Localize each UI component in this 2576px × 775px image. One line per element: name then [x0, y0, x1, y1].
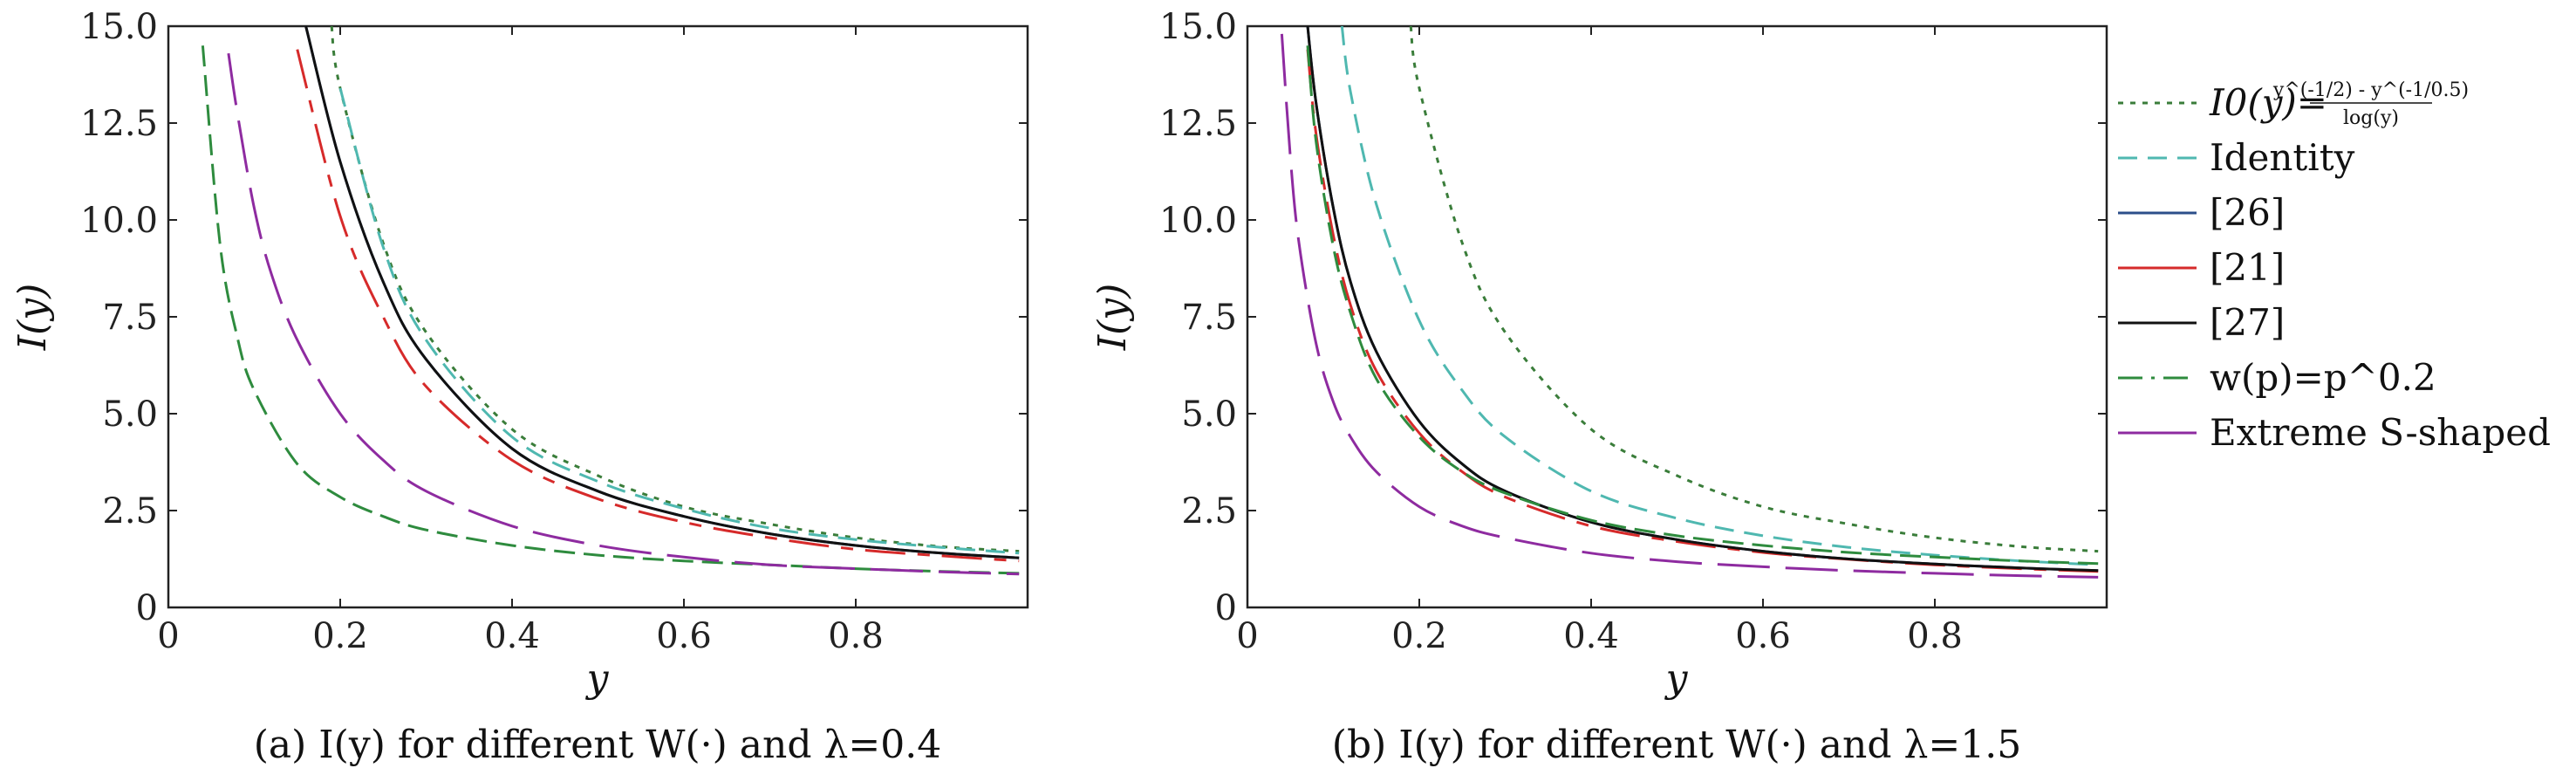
y-tick-label: 7.5	[1181, 298, 1237, 338]
y-tick-label: 12.5	[1159, 104, 1237, 144]
series-line-27-b	[1306, 26, 2099, 573]
y-tick-label: 0	[136, 588, 158, 628]
legend-label: w(p)=p^0.2	[2210, 356, 2436, 399]
series-line-identity-a	[338, 87, 1020, 555]
caption-a: (a) I(y) for different W(·) and λ=0.4	[254, 723, 942, 767]
x-tick-label: 0.2	[312, 616, 368, 656]
series-line-26-a	[304, 26, 1020, 559]
legend-formula-numerator: y^(-1/2) - y^(-1/0.5)	[2272, 79, 2469, 101]
series-line-i0-y-b	[1409, 26, 2099, 553]
series-line-21-a	[296, 49, 1020, 563]
y-tick-label: 10.0	[80, 201, 158, 241]
x-axis-label-a: y	[585, 656, 610, 701]
chart-panel-a: 0 0.2 0.4 0.6 0.8 0 2.5 5.0 7.5 10.0 12.5 15.0 y I(…	[10, 7, 1029, 767]
legend-label: Identity	[2210, 136, 2355, 179]
legend-label: [21]	[2210, 246, 2285, 289]
series-line-26-b	[1306, 26, 2099, 573]
ticks-b: 0 0.2 0.4 0.6 0.8 0 2.5 5.0 7.5 10.0 12.5 15.0	[1159, 7, 2107, 656]
y-tick-label: 15.0	[80, 7, 158, 47]
legend-label: I0(y)=	[2209, 81, 2327, 124]
y-tick-label: 2.5	[1181, 491, 1237, 532]
y-tick-label: 10.0	[1159, 201, 1237, 241]
series-line-w-p-p-0-2-b	[1306, 45, 2099, 566]
series-lines-b	[1280, 26, 2099, 579]
x-tick-label: 0.4	[1563, 616, 1619, 656]
y-tick-label: 2.5	[102, 491, 158, 532]
caption-b: (b) I(y) for different W(·) and λ=1.5	[1332, 723, 2021, 767]
series-line-27-a	[304, 26, 1020, 559]
x-tick-label: 0.2	[1391, 616, 1447, 656]
x-tick-label: 0.4	[484, 616, 540, 656]
series-line-i0-y-a	[330, 26, 1020, 553]
x-tick-label: 0.8	[828, 616, 884, 656]
legend-label: Extreme S-shaped	[2210, 411, 2551, 454]
legend: I0(y)=y^(-1/2) - y^(-1/0.5) log(y) Identit…	[2118, 79, 2551, 454]
x-tick-label: 0	[157, 616, 179, 656]
ticks-a: 0 0.2 0.4 0.6 0.8 0 2.5 5.0 7.5 10.0 12.5 15.0	[80, 7, 1028, 656]
legend-label: [26]	[2210, 191, 2285, 234]
plot-frame-b	[1246, 24, 2108, 609]
y-tick-label: 5.0	[102, 394, 158, 435]
y-axis-label-a: I(y)	[10, 284, 55, 352]
y-tick-label: 15.0	[1159, 7, 1237, 47]
y-tick-label: 5.0	[1181, 394, 1237, 435]
x-tick-label: 0.6	[656, 616, 712, 656]
y-tick-label: 0	[1215, 588, 1237, 628]
series-lines-a	[201, 26, 1020, 576]
series-line-extreme-s-shaped-b	[1280, 33, 2099, 579]
x-tick-label: 0	[1236, 616, 1258, 656]
y-tick-label: 7.5	[102, 298, 158, 338]
y-tick-label: 12.5	[80, 104, 158, 144]
x-axis-label-b: y	[1664, 656, 1689, 701]
legend-label: [27]	[2210, 301, 2285, 344]
y-axis-label-b: I(y)	[1090, 284, 1135, 352]
series-line-identity-b	[1340, 26, 2099, 566]
legend-formula-denominator: log(y)	[2343, 107, 2399, 129]
series-line-21-b	[1306, 49, 2099, 573]
series-line-w-p-p-0-2-a	[201, 45, 1020, 575]
x-tick-label: 0.6	[1735, 616, 1791, 656]
series-line-extreme-s-shaped-a	[227, 52, 1020, 576]
plot-frame-a	[167, 24, 1029, 609]
x-tick-label: 0.8	[1907, 616, 1963, 656]
chart-panel-b: 0 0.2 0.4 0.6 0.8 0 2.5 5.0 7.5 10.0 12.5 15.0 y I(…	[1090, 7, 2108, 767]
